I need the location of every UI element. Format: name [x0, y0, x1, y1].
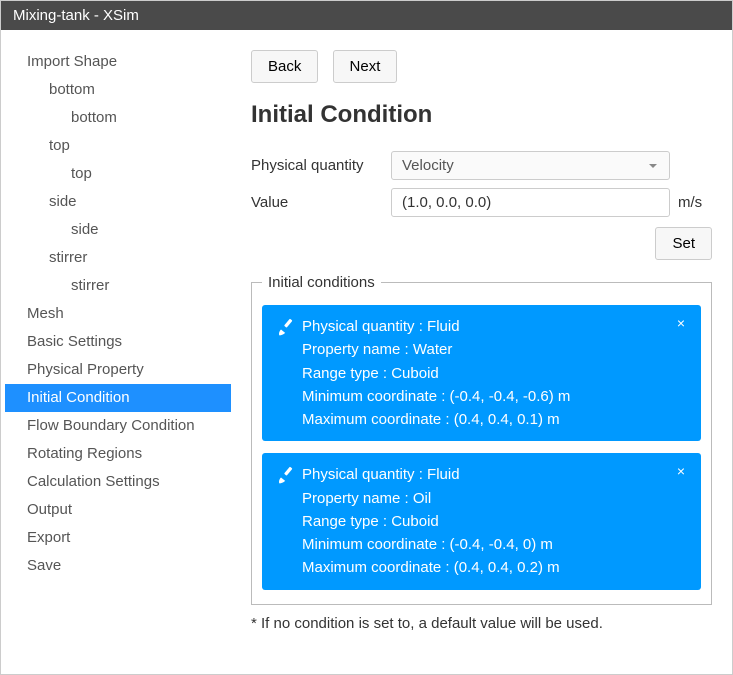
- back-button[interactable]: Back: [251, 50, 318, 83]
- row-physical-quantity: Physical quantity Velocity: [251, 151, 712, 180]
- condition-card[interactable]: Physical quantity : FluidProperty name :…: [262, 453, 701, 589]
- card-line: Maximum coordinate : (0.4, 0.4, 0.2) m: [302, 556, 687, 579]
- window-body: Import Shapebottombottomtoptopsidesidest…: [1, 30, 732, 674]
- card-line: Physical quantity : Fluid: [302, 463, 687, 486]
- card-icon: [276, 315, 302, 431]
- sidebar-tree: Import Shapebottombottomtoptopsidesidest…: [1, 40, 231, 674]
- brush-icon: [276, 317, 296, 337]
- card-line: Property name : Water: [302, 338, 687, 361]
- card-line: Minimum coordinate : (-0.4, -0.4, -0.6) …: [302, 385, 687, 408]
- tree-item[interactable]: side: [5, 188, 231, 216]
- tree-item[interactable]: Initial Condition: [5, 384, 231, 412]
- tree-item[interactable]: Calculation Settings: [5, 468, 231, 496]
- card-line: Range type : Cuboid: [302, 362, 687, 385]
- main-panel: Back Next Initial Condition Physical qua…: [231, 40, 732, 674]
- card-line: Physical quantity : Fluid: [302, 315, 687, 338]
- tree-item[interactable]: Import Shape: [5, 48, 231, 76]
- tree-item[interactable]: side: [5, 216, 231, 244]
- window-title: Mixing-tank - XSim: [13, 7, 139, 24]
- tree-item[interactable]: top: [5, 132, 231, 160]
- footnote: * If no condition is set to, a default v…: [251, 615, 712, 632]
- brush-icon: [276, 465, 296, 485]
- tree-item[interactable]: stirrer: [5, 244, 231, 272]
- tree-item[interactable]: Physical Property: [5, 356, 231, 384]
- select-physical-quantity[interactable]: Velocity: [391, 151, 670, 180]
- initial-conditions-legend: Initial conditions: [262, 274, 381, 291]
- set-button[interactable]: Set: [655, 227, 712, 260]
- tree-item[interactable]: Save: [5, 552, 231, 580]
- tree-item[interactable]: top: [5, 160, 231, 188]
- condition-card[interactable]: Physical quantity : FluidProperty name :…: [262, 305, 701, 441]
- next-button[interactable]: Next: [333, 50, 398, 83]
- card-content: Physical quantity : FluidProperty name :…: [302, 315, 687, 431]
- card-line: Maximum coordinate : (0.4, 0.4, 0.1) m: [302, 408, 687, 431]
- conditions-list: Physical quantity : FluidProperty name :…: [262, 305, 701, 590]
- tree-item[interactable]: bottom: [5, 76, 231, 104]
- tree-item[interactable]: Output: [5, 496, 231, 524]
- close-icon[interactable]: ×: [673, 315, 689, 331]
- close-icon[interactable]: ×: [673, 463, 689, 479]
- label-physical-quantity: Physical quantity: [251, 157, 391, 174]
- set-row: Set: [251, 227, 712, 260]
- tree-item[interactable]: Export: [5, 524, 231, 552]
- tree-item[interactable]: Basic Settings: [5, 328, 231, 356]
- app-window: Mixing-tank - XSim Import Shapebottombot…: [0, 0, 733, 675]
- card-line: Minimum coordinate : (-0.4, -0.4, 0) m: [302, 533, 687, 556]
- select-physical-quantity-value: Velocity: [402, 157, 454, 174]
- nav-buttons: Back Next: [251, 50, 712, 83]
- card-line: Range type : Cuboid: [302, 510, 687, 533]
- initial-conditions-group: Initial conditions Physical quantity : F…: [251, 274, 712, 605]
- tree-item[interactable]: Rotating Regions: [5, 440, 231, 468]
- card-content: Physical quantity : FluidProperty name :…: [302, 463, 687, 579]
- tree-item[interactable]: stirrer: [5, 272, 231, 300]
- tree-item[interactable]: bottom: [5, 104, 231, 132]
- tree-item[interactable]: Mesh: [5, 300, 231, 328]
- card-line: Property name : Oil: [302, 487, 687, 510]
- card-icon: [276, 463, 302, 579]
- row-value: Value m/s: [251, 188, 712, 217]
- tree-item[interactable]: Flow Boundary Condition: [5, 412, 231, 440]
- label-value: Value: [251, 194, 391, 211]
- input-value[interactable]: [391, 188, 670, 217]
- page-title: Initial Condition: [251, 101, 712, 129]
- window-titlebar: Mixing-tank - XSim: [1, 1, 732, 30]
- label-unit: m/s: [678, 194, 712, 211]
